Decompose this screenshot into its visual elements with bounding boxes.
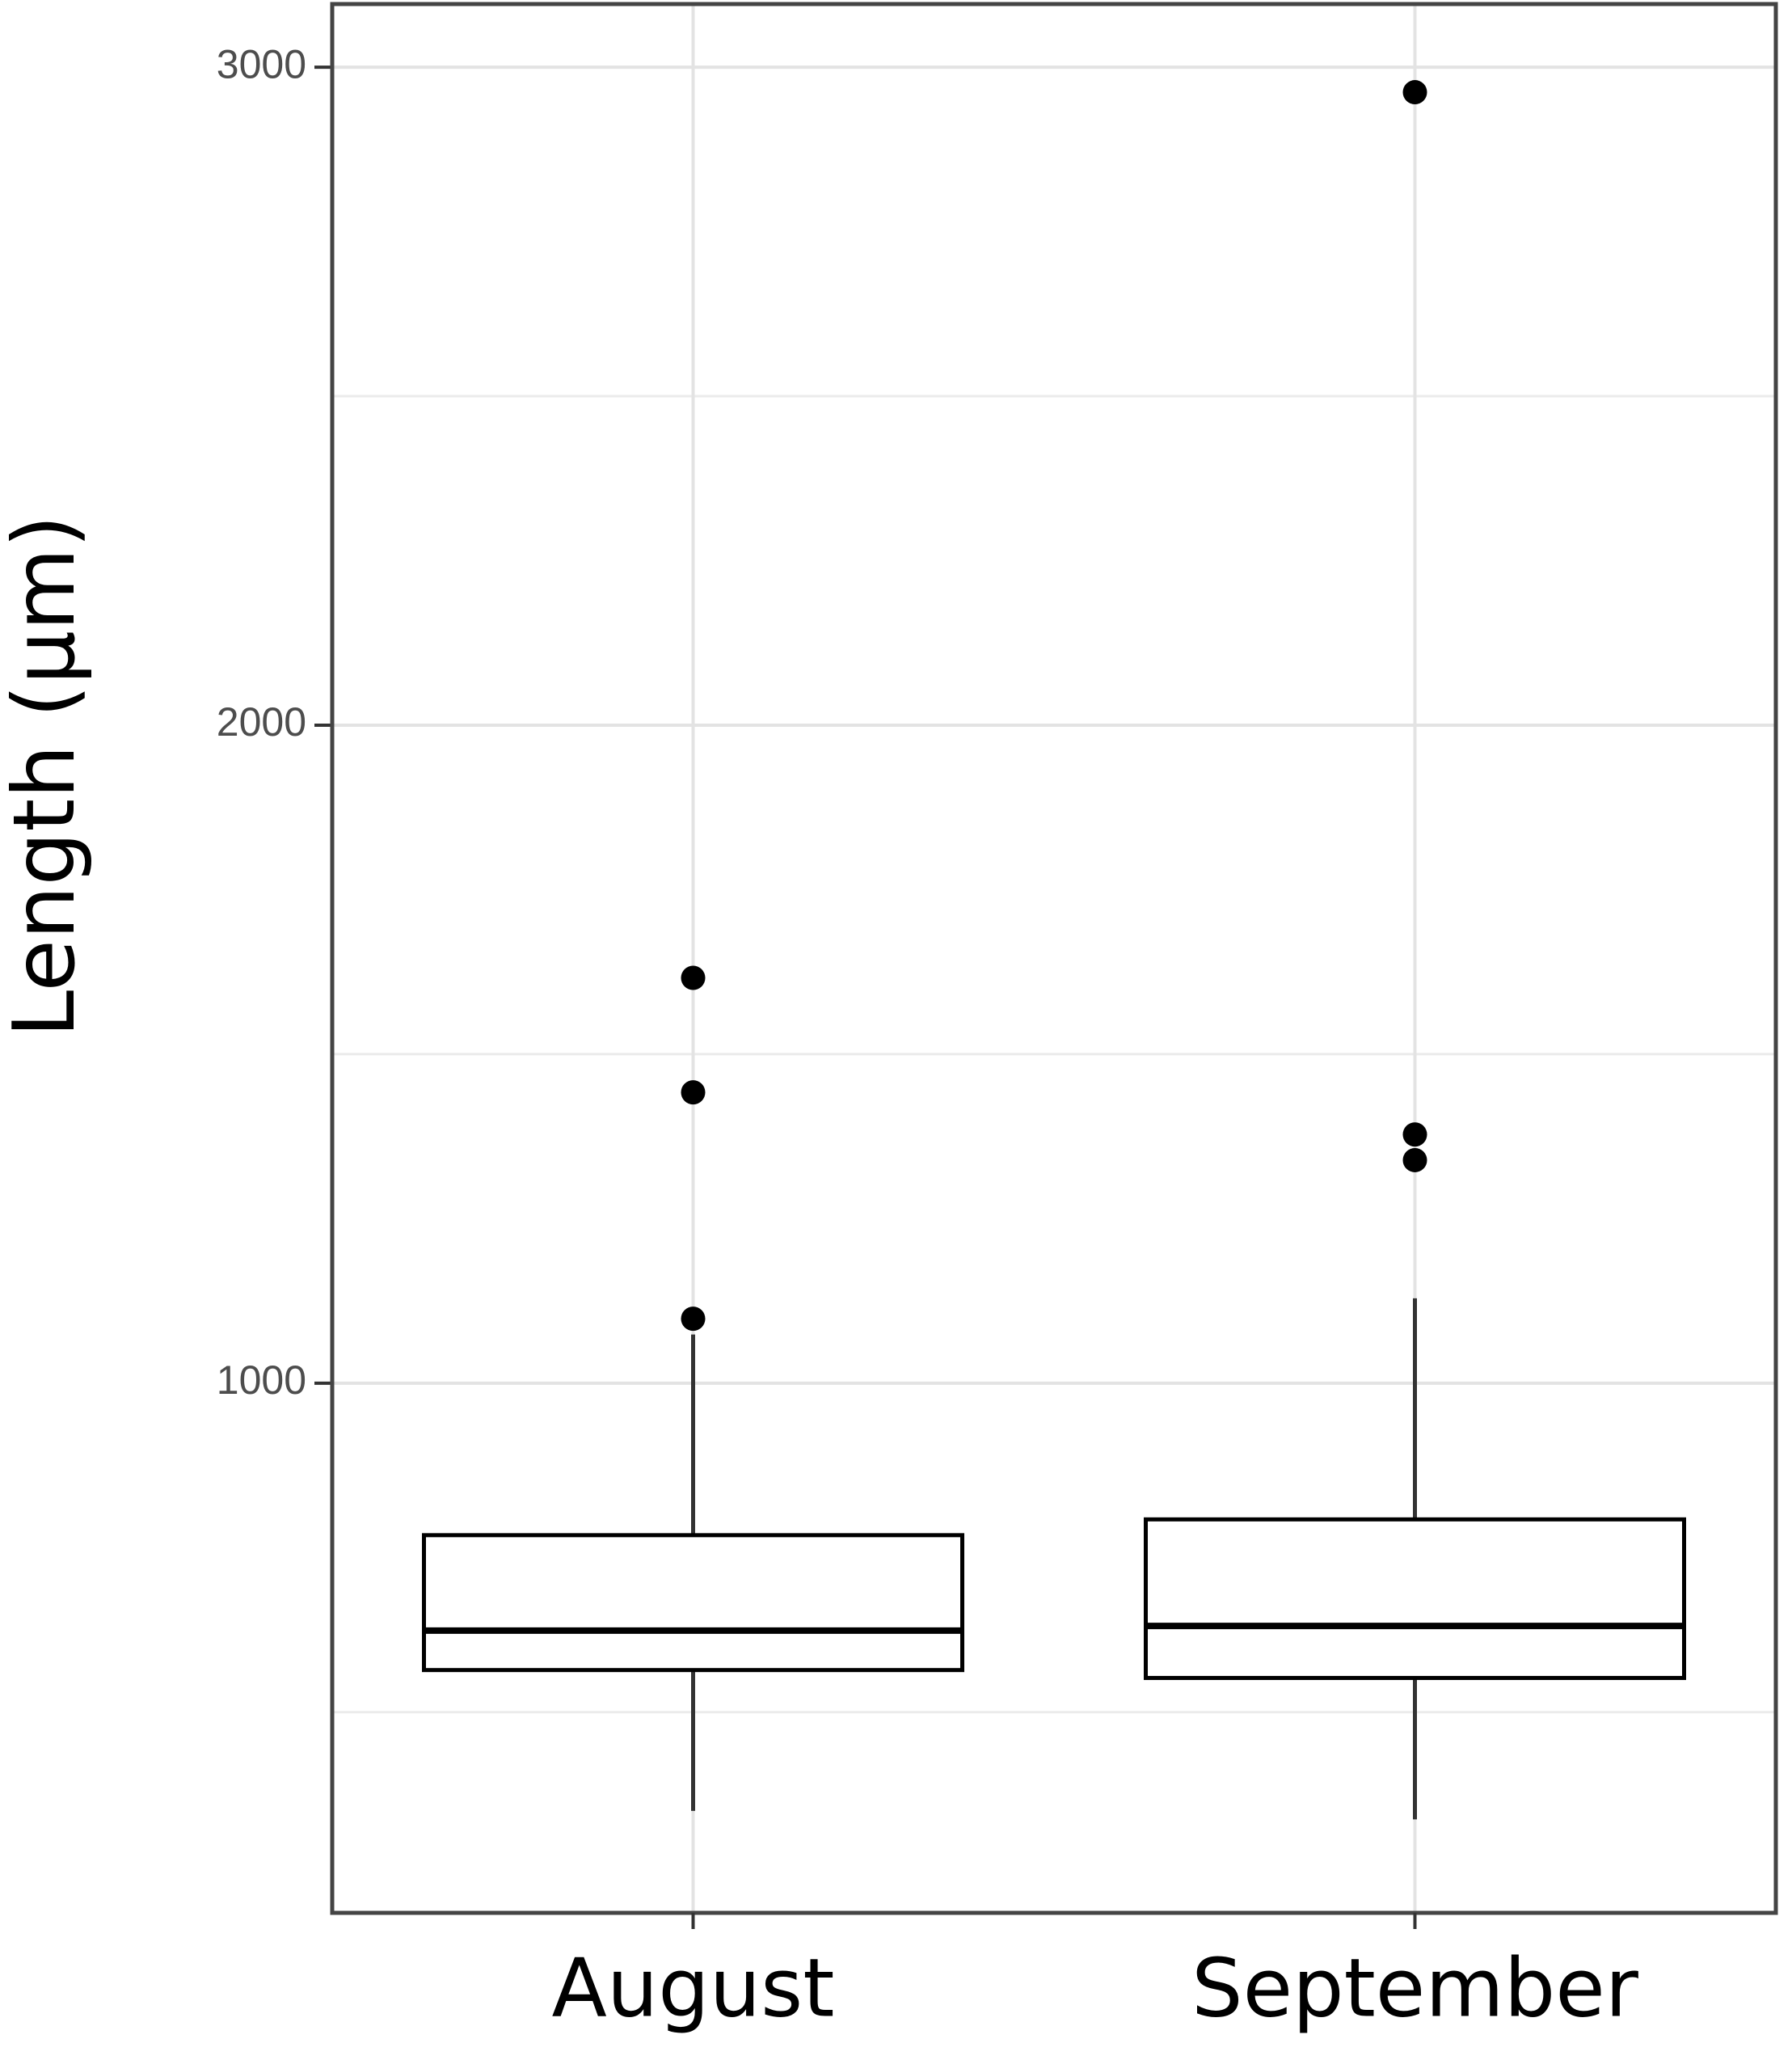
y-tick-label: 3000 [217,41,306,87]
outlier [1402,1147,1427,1172]
panel-border [330,2,1778,1915]
outlier [681,965,706,990]
x-tick-label: August [552,1940,835,2035]
outlier [681,1306,706,1332]
outlier [1402,80,1427,105]
x-tick-label: September [1191,1940,1639,2035]
outlier [1402,1122,1427,1147]
y-tick-label: 1000 [217,1357,306,1403]
y-tick-label: 2000 [217,699,306,745]
box [422,1533,964,1673]
y-axis-label: Length (µm) [0,515,94,1038]
box [1144,1517,1686,1680]
outlier [681,1080,706,1105]
